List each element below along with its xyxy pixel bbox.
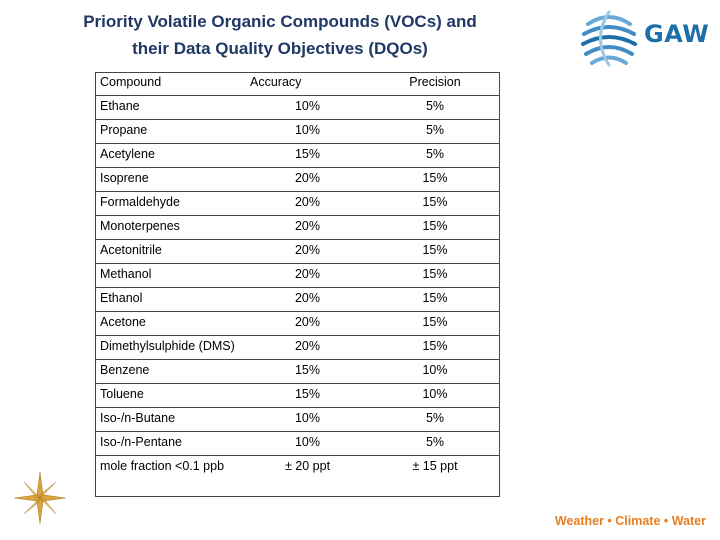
header-accuracy: Accuracy (245, 72, 370, 96)
table-row: Monoterpenes 20% 15% (95, 215, 500, 240)
cell-precision: ± 15 ppt (412, 459, 458, 473)
table-row: Acetonitrile 20% 15% (95, 239, 500, 264)
cell-accuracy: 20% (245, 287, 370, 312)
cell-accuracy: 15% (245, 359, 370, 384)
header-compound: Compound (95, 72, 245, 96)
cell-compound: Ethanol (95, 287, 245, 312)
cell-precision: 15% (370, 335, 500, 360)
cell-accuracy: 15% (245, 383, 370, 408)
cell-compound: Iso-/n-Butane (95, 407, 245, 432)
cell-precision: 15% (370, 239, 500, 264)
cell-compound: Monoterpenes (95, 215, 245, 240)
table-body: Ethane 10% 5% Propane 10% 5% Acetylene 15% 5% Iso… (95, 95, 500, 480)
cell-accuracy: 10% (245, 407, 370, 432)
gaw-logo: GAW (578, 8, 710, 68)
cell-compound: Ethane (95, 95, 245, 120)
cell-accuracy: 10% (245, 119, 370, 144)
cell-precision: 15% (370, 167, 500, 192)
logo-text: GAW (644, 20, 710, 48)
cell-compound: Acetone (95, 311, 245, 336)
cell-accuracy: ± 20 ppt (284, 459, 331, 473)
footer-tagline: Weather • Climate • Water (554, 514, 706, 528)
table-row: Ethanol 20% 15% (95, 287, 500, 312)
cell-accuracy: 20% (245, 263, 370, 288)
table-row: Acetone 20% 15% (95, 311, 500, 336)
table-row: Acetylene 15% 5% (95, 143, 500, 168)
table-row: Formaldehyde 20% 15% (95, 191, 500, 216)
table-row: Iso-/n-Pentane 10% 5% (95, 431, 500, 456)
cell-precision: 5% (370, 119, 500, 144)
table-row: Methanol 20% 15% (95, 263, 500, 288)
cell-accuracy: 20% (245, 311, 370, 336)
cell-accuracy: 10% (245, 95, 370, 120)
cell-precision: 15% (370, 311, 500, 336)
cell-accuracy: 10% (245, 431, 370, 456)
cell-accuracy: 15% (245, 143, 370, 168)
cell-precision: 10% (370, 383, 500, 408)
cell-compound: Formaldehyde (95, 191, 245, 216)
cell-compound: Iso-/n-Pentane (95, 431, 245, 456)
table-row: Benzene 15% 10% (95, 359, 500, 384)
table-row: Isoprene 20% 15% (95, 167, 500, 192)
slide-title: Priority Volatile Organic Compounds (VOC… (20, 8, 540, 62)
cell-precision: 5% (370, 143, 500, 168)
cell-precision: 5% (370, 95, 500, 120)
cell-compound: mole fraction <0.1 ppb (100, 459, 225, 473)
cell-compound: Acetylene (95, 143, 245, 168)
table-row: mole fraction <0.1 ppb ± 20 ppt ± 15 ppt (95, 456, 500, 480)
table-row: Toluene 15% 10% (95, 383, 500, 408)
table-row: Iso-/n-Butane 10% 5% (95, 407, 500, 432)
cell-accuracy: 20% (245, 335, 370, 360)
cell-precision: 10% (370, 359, 500, 384)
compass-star-icon (13, 471, 67, 525)
table-row: Dimethylsulphide (DMS) 20% 15% (95, 335, 500, 360)
cell-compound: Benzene (95, 359, 245, 384)
cell-precision: 15% (370, 263, 500, 288)
cell-precision: 15% (370, 287, 500, 312)
title-line-2: their Data Quality Objectives (DQOs) (132, 39, 428, 58)
cell-precision: 15% (370, 191, 500, 216)
cell-accuracy: 20% (245, 215, 370, 240)
cell-precision: 5% (370, 407, 500, 432)
cell-accuracy: 20% (245, 167, 370, 192)
table-row: Ethane 10% 5% (95, 95, 500, 120)
cell-compound: Toluene (95, 383, 245, 408)
cell-compound: Acetonitrile (95, 239, 245, 264)
dqo-table: Compound Accuracy Precision Ethane 10% 5% P… (95, 72, 500, 479)
header-precision: Precision (370, 72, 500, 96)
cell-accuracy: 20% (245, 191, 370, 216)
table-row: Propane 10% 5% (95, 119, 500, 144)
cell-compound: Dimethylsulphide (DMS) (95, 335, 245, 360)
cell-precision: 15% (370, 215, 500, 240)
title-line-1: Priority Volatile Organic Compounds (VOC… (83, 12, 477, 31)
cell-accuracy: 20% (245, 239, 370, 264)
cell-compound: Isoprene (95, 167, 245, 192)
gaw-logo-icon (581, 10, 637, 67)
cell-compound: Propane (95, 119, 245, 144)
cell-precision: 5% (370, 431, 500, 456)
cell-compound: Methanol (95, 263, 245, 288)
table-header-row: Compound Accuracy Precision (95, 72, 500, 96)
